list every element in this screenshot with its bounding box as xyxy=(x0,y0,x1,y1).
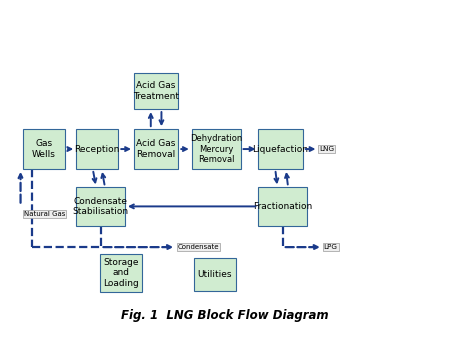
FancyBboxPatch shape xyxy=(258,187,307,225)
FancyBboxPatch shape xyxy=(23,129,65,169)
Text: Acid Gas
Treatment: Acid Gas Treatment xyxy=(133,81,179,101)
FancyBboxPatch shape xyxy=(99,254,142,292)
Text: Liquefaction: Liquefaction xyxy=(252,145,309,153)
Text: Storage
and
Loading: Storage and Loading xyxy=(103,258,139,288)
FancyBboxPatch shape xyxy=(134,73,178,109)
Text: Dehydration
Mercury
Removal: Dehydration Mercury Removal xyxy=(190,134,242,164)
Text: Acid Gas
Removal: Acid Gas Removal xyxy=(136,139,176,159)
FancyBboxPatch shape xyxy=(134,129,178,169)
Text: Reception: Reception xyxy=(75,145,120,153)
Text: LNG: LNG xyxy=(319,146,334,152)
FancyBboxPatch shape xyxy=(192,129,241,169)
Text: Fractionation: Fractionation xyxy=(253,202,312,211)
Text: Utilities: Utilities xyxy=(198,270,232,279)
FancyBboxPatch shape xyxy=(258,129,303,169)
Text: Condensate: Condensate xyxy=(177,244,219,250)
Text: Fig. 1  LNG Block Flow Diagram: Fig. 1 LNG Block Flow Diagram xyxy=(121,309,329,322)
FancyBboxPatch shape xyxy=(194,258,236,291)
Text: Gas
Wells: Gas Wells xyxy=(32,139,56,159)
Text: LPG: LPG xyxy=(324,244,338,250)
Text: Natural Gas: Natural Gas xyxy=(24,211,65,217)
FancyBboxPatch shape xyxy=(76,187,125,225)
FancyBboxPatch shape xyxy=(76,129,118,169)
Text: Condensate
Stabilisation: Condensate Stabilisation xyxy=(72,197,129,216)
